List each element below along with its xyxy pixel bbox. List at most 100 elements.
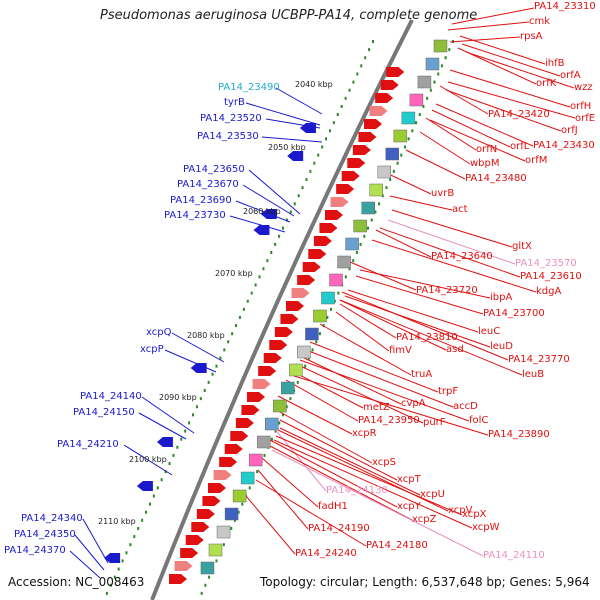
gene-label-right[interactable]: trpF xyxy=(438,386,459,397)
gene-label-right[interactable]: PA14_24110 xyxy=(483,550,545,561)
leader-line xyxy=(344,295,491,348)
gene-label-right[interactable]: PA14_23890 xyxy=(488,429,550,440)
gene-label-right[interactable]: PA14_23700 xyxy=(483,308,545,319)
gene-arrow-forward xyxy=(297,275,316,285)
gene-label-right[interactable]: orfN xyxy=(476,144,498,155)
tick-dot xyxy=(145,510,148,514)
gene-label-left[interactable]: PA14_23520 xyxy=(200,113,262,124)
gene-label-right[interactable]: xcpW xyxy=(472,522,500,533)
gene-label-right[interactable]: xcpV xyxy=(448,505,473,516)
gene-label-right[interactable]: PA14_24180 xyxy=(366,540,428,551)
genome-backbone xyxy=(150,19,414,600)
gene-label-right[interactable]: xcpX xyxy=(462,509,487,520)
tick-dot xyxy=(215,559,218,563)
gene-label-right[interactable]: xcpZ xyxy=(412,514,437,525)
gene-label-right[interactable]: PA14_23950 xyxy=(358,415,420,426)
tick-dot xyxy=(352,259,355,263)
gene-label-left[interactable]: PA14_23690 xyxy=(170,195,232,206)
gene-label-right[interactable]: orfA xyxy=(560,70,581,81)
gene-label-right[interactable]: asd xyxy=(446,344,464,355)
gene-label-right[interactable]: PA14_23420 xyxy=(488,109,550,120)
gene-label-right[interactable]: orfH xyxy=(570,101,592,112)
gene-block xyxy=(256,435,271,449)
gene-label-left[interactable]: PA14_24210 xyxy=(57,439,119,450)
tick-dot xyxy=(317,153,320,157)
gene-arrow-forward xyxy=(258,366,277,376)
tick-dot xyxy=(415,121,418,125)
gene-label-right[interactable]: PA14_23430 xyxy=(533,140,595,151)
gene-block xyxy=(208,543,223,557)
gene-label-right[interactable]: metZ xyxy=(363,402,390,413)
gene-block xyxy=(417,75,432,89)
tick-dot xyxy=(422,104,425,108)
gene-label-right[interactable]: leuC xyxy=(478,326,501,337)
gene-arrow-forward xyxy=(319,223,338,233)
gene-label-right[interactable]: truA xyxy=(411,369,433,380)
gene-label-left[interactable]: PA14_23490 xyxy=(218,82,280,93)
gene-label-right[interactable]: orfJ xyxy=(561,125,578,136)
gene-label-right[interactable]: PA14_23720 xyxy=(416,285,478,296)
gene-label-right[interactable]: PA14_23570 xyxy=(515,258,577,269)
gene-label-right[interactable]: orfM xyxy=(525,155,548,166)
gene-label-right[interactable]: PA14_23770 xyxy=(508,354,570,365)
gene-arrow-forward xyxy=(269,340,288,350)
tick-dot xyxy=(222,543,225,547)
gene-label-right[interactable]: xcpT xyxy=(397,474,421,485)
gene-label-right[interactable]: orfK xyxy=(536,78,557,89)
tick-dot xyxy=(156,486,159,490)
gene-label-right[interactable]: xcpU xyxy=(420,489,445,500)
gene-label-left[interactable]: PA14_23670 xyxy=(177,179,239,190)
gene-label-right[interactable]: accD xyxy=(453,401,478,412)
gene-label-right[interactable]: cvpA xyxy=(401,398,426,409)
gene-label-right[interactable]: leuD xyxy=(490,341,513,352)
gene-label-right[interactable]: PA14_24130 xyxy=(326,485,388,496)
gene-label-right[interactable]: orfE xyxy=(575,113,596,124)
gene-label-left[interactable]: PA14_24370 xyxy=(4,545,66,556)
gene-label-right[interactable]: cmk xyxy=(529,16,551,27)
tick-dot xyxy=(403,145,406,149)
gene-label-right[interactable]: PA14_23640 xyxy=(431,251,493,262)
gene-label-right[interactable]: purF xyxy=(423,417,446,428)
gene-label-left[interactable]: PA14_23730 xyxy=(164,210,226,221)
gene-label-left[interactable]: PA14_24140 xyxy=(80,391,142,402)
gene-label-right[interactable]: folC xyxy=(469,415,489,426)
gene-label-left[interactable]: PA14_24340 xyxy=(21,513,83,524)
tick-dot xyxy=(400,153,403,157)
gene-label-left[interactable]: PA14_23530 xyxy=(197,131,259,142)
tick-dot xyxy=(172,453,175,457)
gene-label-right[interactable]: PA14_23610 xyxy=(520,271,582,282)
gene-label-left[interactable]: xcpQ xyxy=(146,327,172,338)
gene-label-right[interactable]: orfL xyxy=(510,141,530,152)
gene-label-right[interactable]: PA14_23480 xyxy=(465,173,527,184)
gene-label-right[interactable]: wbpM xyxy=(470,158,500,169)
gene-label-right[interactable]: wzz xyxy=(574,82,593,93)
tick-dot xyxy=(254,283,257,287)
gene-label-left[interactable]: PA14_24350 xyxy=(14,529,76,540)
tick-dot xyxy=(137,526,140,530)
gene-label-right[interactable]: PA14_23810 xyxy=(396,332,458,343)
gene-label-right[interactable]: ihfB xyxy=(545,58,565,69)
gene-label-right[interactable]: PA14_23310 xyxy=(534,1,596,12)
tick-dot xyxy=(121,559,124,563)
gene-label-right[interactable]: PA14_24190 xyxy=(308,523,370,534)
gene-label-left[interactable]: PA14_24150 xyxy=(73,407,135,418)
gene-label-right[interactable]: fimV xyxy=(389,345,412,356)
gene-label-left[interactable]: xcpP xyxy=(140,344,164,355)
tick-dot xyxy=(207,380,210,384)
gene-label-right[interactable]: act xyxy=(452,204,468,215)
gene-arrow-forward xyxy=(169,574,187,584)
gene-block xyxy=(377,165,391,179)
gene-label-right[interactable]: fadH1 xyxy=(318,501,348,512)
gene-label-right[interactable]: xcpR xyxy=(352,428,377,439)
gene-label-left[interactable]: tyrB xyxy=(224,97,245,108)
gene-label-right[interactable]: kdgA xyxy=(536,286,562,297)
gene-label-left[interactable]: PA14_23650 xyxy=(183,164,245,175)
gene-label-right[interactable]: ibpA xyxy=(490,292,513,303)
gene-label-right[interactable]: rpsA xyxy=(520,31,543,42)
gene-label-right[interactable]: PA14_24240 xyxy=(295,548,357,559)
gene-label-right[interactable]: xcpY xyxy=(397,501,421,512)
gene-label-right[interactable]: leuB xyxy=(522,369,545,380)
gene-label-right[interactable]: uvrB xyxy=(431,188,455,199)
gene-label-right[interactable]: gltX xyxy=(512,241,532,252)
gene-label-right[interactable]: xcpS xyxy=(372,457,396,468)
